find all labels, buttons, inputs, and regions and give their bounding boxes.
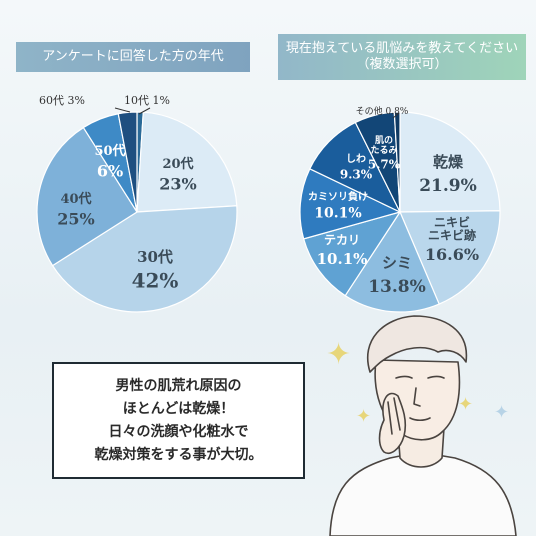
pie-label: ニキビ跡 — [428, 228, 476, 243]
leader-line — [114, 107, 131, 113]
pie-slice-30代 — [51, 205, 238, 313]
sparkle-icon: ✦ — [326, 337, 352, 372]
pie-label: 30代 — [137, 248, 173, 266]
pie-label: テカリ — [324, 233, 360, 247]
pie-value-label: 5.7% — [368, 157, 401, 171]
pie-slice-ニキビニキビ跡 — [399, 210, 501, 305]
pie-slice-60代 — [117, 111, 138, 213]
pie-label: その他 0.8% — [356, 105, 409, 117]
message-box: 男性の肌荒れ原因の ほとんどは乾燥！ 日々の洗顔や化粧水で 乾燥対策をする事が大… — [52, 362, 305, 479]
pie-value-label: 9.3% — [340, 167, 373, 181]
pie-slice-カミソリ負け — [299, 168, 402, 240]
sparkle-icon: ✦ — [356, 406, 372, 427]
pie-label: カミソリ負け — [308, 190, 368, 203]
pie-label: 乾燥 — [433, 153, 464, 171]
pie-slice-その他 — [393, 111, 401, 213]
pie-value-label: 25% — [57, 210, 94, 229]
man-illustration — [329, 315, 517, 536]
pie-label: 肌の — [374, 135, 393, 146]
pie-value-label: 10.1% — [317, 250, 368, 268]
pie-slice-テカリ — [302, 210, 402, 297]
skin-concern-chart-title: 現在抱えている肌悩みを教えてください （複数選択可） — [278, 34, 526, 80]
pie-label: 20代 — [162, 156, 193, 172]
pie-value-label: 21.9% — [419, 176, 477, 196]
skin-concern-pie-chart — [299, 111, 501, 313]
pie-label: シミ — [382, 254, 412, 272]
sparkle-icon: ✦ — [458, 394, 474, 415]
pie-value-label: 6% — [97, 162, 123, 181]
pie-label: たるみ — [370, 145, 397, 156]
pie-slice-乾燥 — [399, 111, 501, 213]
pie-value-label: 10.1% — [314, 205, 361, 221]
pie-label: しわ — [346, 153, 366, 165]
message-line: ほとんどは乾燥！ — [122, 400, 235, 417]
pie-value-label: 13.8% — [368, 277, 426, 297]
message-line: 日々の洗顔や化粧水で — [108, 423, 249, 440]
age-chart-title: アンケートに回答した方の年代 — [16, 42, 250, 72]
pie-label: 60代 3% — [39, 94, 85, 107]
skin-concern-title-line1: 現在抱えている肌悩みを教えてください — [285, 41, 519, 56]
pie-slice-シミ — [344, 210, 440, 313]
pie-labels: 10代 1% 20代 23% 30代 42% 40代 25% 50代 6% 60代 3% 乾燥 21.… — [39, 94, 479, 297]
age-pie-chart — [36, 111, 238, 313]
skin-concern-title-line2: （複数選択可） — [356, 57, 448, 72]
pie-label: 10代 1% — [124, 94, 170, 107]
pie-label: ニキビ — [434, 214, 470, 229]
pie-value-label: 42% — [132, 269, 179, 293]
pie-value-label: 16.6% — [425, 245, 479, 264]
sparkle-icon: ✦ — [494, 402, 510, 423]
pie-label: 40代 — [60, 191, 91, 207]
leader-line — [138, 107, 151, 115]
message-line: 男性の肌荒れ原因の — [115, 377, 242, 394]
message-line: 乾燥対策をする事が大切。 — [94, 446, 263, 463]
pie-slice-40代 — [36, 126, 138, 267]
leader-line — [392, 112, 400, 119]
pie-label: 50代 — [94, 143, 125, 159]
pie-slice-20代 — [136, 111, 238, 213]
pie-value-label: 23% — [159, 175, 196, 194]
